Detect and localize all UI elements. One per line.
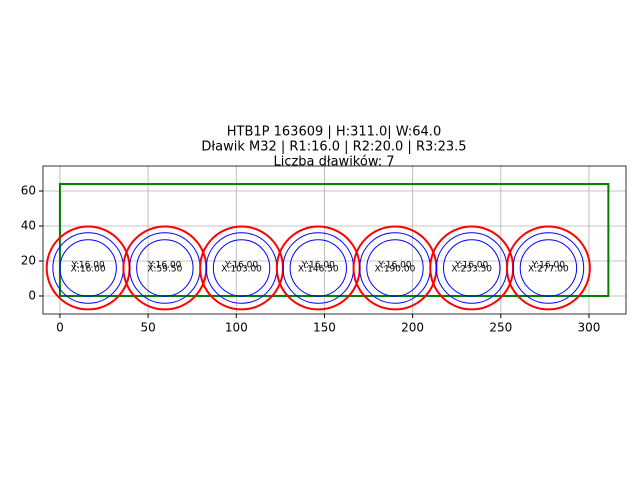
chart-title: HTB1P 163609 | H:311.0| W:64.0 [227,125,441,140]
x-tick-label: 0 [56,321,64,335]
x-tick-label: 300 [578,321,601,335]
x-label: X:277.00 [528,264,569,274]
x-label: X:16.00 [71,264,106,274]
y-tick-label: 40 [21,219,36,233]
x-label: X:103.00 [221,264,262,274]
circle [505,225,591,311]
x-tick-label: 250 [489,321,512,335]
outline-rect [58,183,610,297]
chart-title: Liczba dławików: 7 [273,155,394,170]
y-label: Y:16.00 [531,260,565,270]
circle [212,239,271,297]
y-label: Y:16.00 [71,260,105,270]
x-label: X:233.50 [451,264,492,274]
x-tick-label: 100 [225,321,248,335]
x-tick-label: 150 [313,321,336,335]
y-tick-label: 20 [21,253,36,267]
circle [519,239,578,297]
x-label: X:190.00 [375,264,416,274]
x-tick-label: 50 [140,321,155,335]
y-tick-label: 0 [28,288,36,302]
circle [59,239,117,297]
y-tick-label: 60 [21,184,36,198]
circle [512,232,585,304]
y-label: Y:16.00 [377,260,411,270]
circle [442,239,501,297]
y-label: Y:16.00 [224,260,258,270]
chart-title: Dławik M32 | R1:16.0 | R2:20.0 | R3:23.5 [201,140,466,155]
y-label: Y:16.00 [454,260,488,270]
axes-frame [42,165,627,315]
circle [289,239,347,297]
y-label: Y:16.00 [301,260,335,270]
x-label: X:146.50 [298,264,339,274]
x-label: X:59.50 [147,264,182,274]
circle [366,239,424,297]
circle [136,239,194,297]
y-label: Y:16.00 [147,260,181,270]
x-tick-label: 200 [401,321,424,335]
